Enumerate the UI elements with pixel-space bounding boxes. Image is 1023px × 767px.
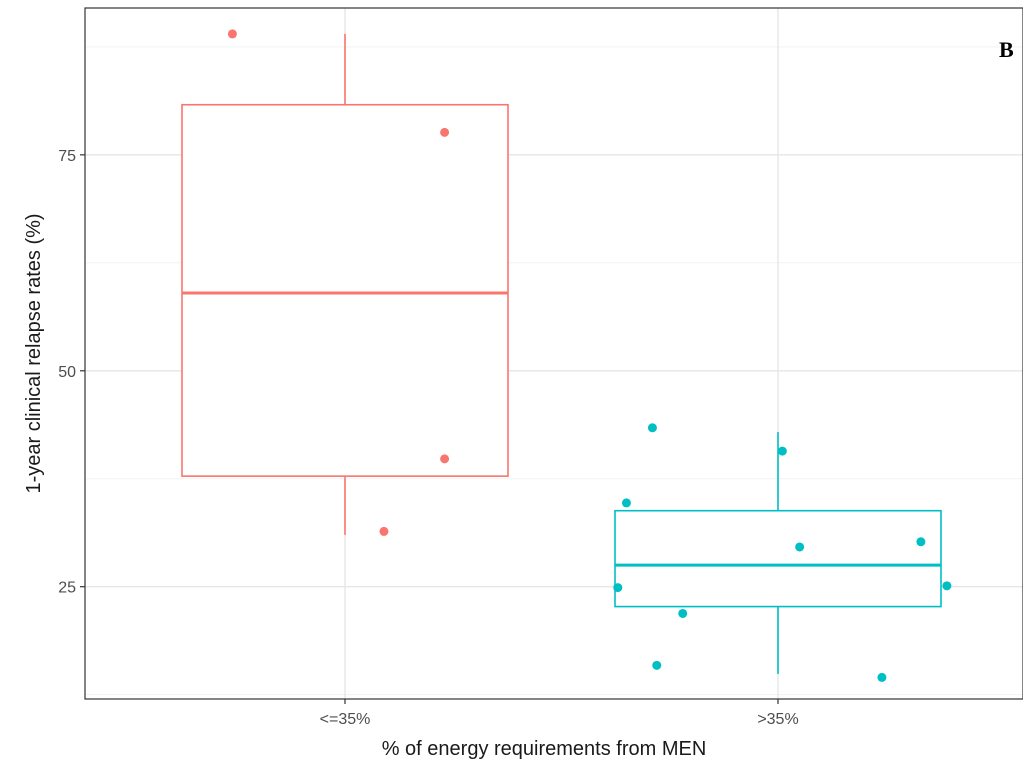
plot-panel-border: [84, 7, 1023, 700]
data-point: [877, 672, 887, 682]
data-point: [440, 127, 450, 137]
data-point: [613, 583, 623, 593]
y-tick-label: 50: [58, 364, 76, 381]
y-tick-label: 25: [58, 580, 76, 597]
data-point: [678, 608, 688, 618]
data-point: [621, 498, 631, 508]
data-points-layer: [227, 29, 952, 682]
y-tick-label: 75: [58, 148, 76, 165]
data-point: [440, 454, 450, 464]
data-point: [942, 581, 952, 591]
data-point: [652, 660, 662, 670]
y-axis-title: 1-year clinical relapse rates (%): [23, 213, 45, 493]
data-point: [647, 423, 657, 433]
data-point: [795, 542, 805, 552]
axes: 25 50 75 <=35% >35%: [58, 148, 798, 728]
data-point: [227, 29, 237, 39]
data-point: [379, 526, 389, 536]
box-iqr: [614, 509, 942, 608]
x-tick-label: >35%: [757, 711, 798, 728]
boxplot-layer: [181, 33, 942, 674]
box-iqr: [181, 103, 509, 477]
data-point: [777, 446, 787, 456]
x-tick-label: <=35%: [320, 711, 371, 728]
data-point: [916, 537, 926, 547]
panel-label: B: [999, 37, 1014, 62]
x-axis-title: % of energy requirements from MEN: [382, 738, 707, 760]
